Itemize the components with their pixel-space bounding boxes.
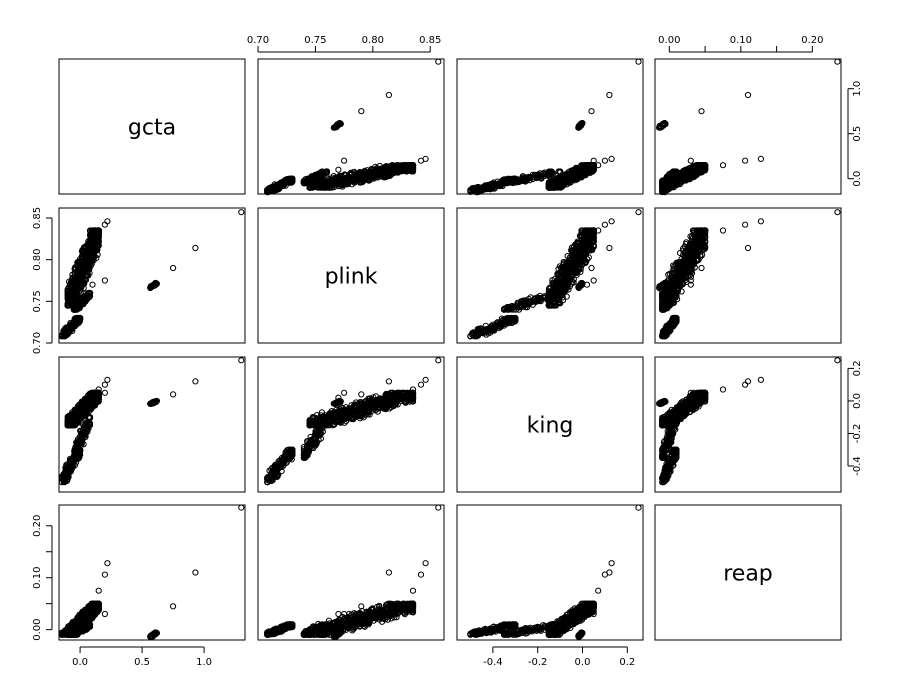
data-point bbox=[377, 166, 384, 173]
data-point bbox=[300, 180, 307, 187]
data-point bbox=[635, 209, 642, 216]
data-point bbox=[343, 177, 351, 184]
data-point bbox=[588, 264, 595, 272]
data-point bbox=[358, 179, 365, 186]
data-point bbox=[590, 277, 597, 284]
points-gcta-vs-reap bbox=[656, 58, 841, 196]
data-point bbox=[404, 164, 411, 171]
data-point bbox=[744, 91, 752, 99]
data-point bbox=[335, 166, 342, 173]
data-point bbox=[266, 185, 273, 192]
data-point bbox=[606, 244, 613, 252]
data-point bbox=[360, 171, 368, 178]
data-point bbox=[384, 164, 391, 171]
points-gcta-vs-plink bbox=[264, 58, 442, 196]
data-point bbox=[317, 171, 324, 178]
data-point bbox=[417, 157, 425, 164]
data-point bbox=[588, 108, 595, 115]
data-point bbox=[341, 157, 348, 164]
data-point bbox=[409, 162, 417, 169]
points-plink-vs-gcta bbox=[58, 209, 245, 340]
data-point bbox=[601, 221, 609, 228]
data-point bbox=[834, 58, 841, 65]
data-point bbox=[192, 244, 199, 252]
points-plink-vs-king bbox=[467, 209, 642, 340]
data-point bbox=[377, 170, 384, 177]
data-point bbox=[601, 157, 609, 164]
data-point bbox=[319, 184, 326, 191]
data-point bbox=[404, 167, 411, 174]
data-point bbox=[322, 169, 329, 176]
data-point bbox=[358, 108, 365, 115]
data-point bbox=[409, 164, 417, 171]
points-gcta-vs-king bbox=[467, 58, 642, 196]
data-point bbox=[719, 162, 727, 169]
data-point bbox=[341, 171, 348, 178]
data-point bbox=[687, 157, 694, 164]
data-point bbox=[238, 209, 245, 216]
data-point bbox=[757, 155, 765, 162]
data-point bbox=[393, 168, 400, 176]
data-point bbox=[742, 157, 749, 164]
data-point bbox=[354, 172, 361, 179]
data-point bbox=[608, 218, 615, 225]
data-point bbox=[348, 181, 356, 188]
data-point bbox=[606, 91, 613, 99]
data-point bbox=[337, 120, 344, 127]
data-point bbox=[275, 182, 282, 189]
data-point bbox=[435, 58, 442, 65]
data-point bbox=[320, 181, 327, 188]
data-point bbox=[635, 58, 642, 65]
data-point bbox=[394, 166, 401, 173]
data-point bbox=[310, 174, 317, 181]
data-point bbox=[331, 178, 338, 185]
data-point bbox=[280, 179, 288, 186]
data-point bbox=[330, 173, 337, 180]
data-point bbox=[698, 108, 705, 115]
data-point bbox=[608, 155, 615, 162]
data-point bbox=[302, 180, 310, 187]
data-point bbox=[385, 91, 392, 99]
data-point bbox=[319, 170, 326, 177]
data-point bbox=[287, 175, 294, 182]
points-plink-vs-reap bbox=[656, 209, 841, 340]
data-point bbox=[287, 178, 295, 185]
data-point bbox=[371, 171, 378, 178]
data-point bbox=[355, 175, 362, 182]
points-layer bbox=[58, 58, 841, 641]
data-point bbox=[366, 174, 373, 181]
data-point bbox=[89, 281, 96, 288]
data-point bbox=[326, 184, 333, 191]
data-point bbox=[331, 124, 338, 131]
data-point bbox=[370, 166, 377, 173]
data-point bbox=[403, 162, 410, 169]
data-point bbox=[101, 277, 109, 284]
data-point bbox=[170, 264, 177, 272]
